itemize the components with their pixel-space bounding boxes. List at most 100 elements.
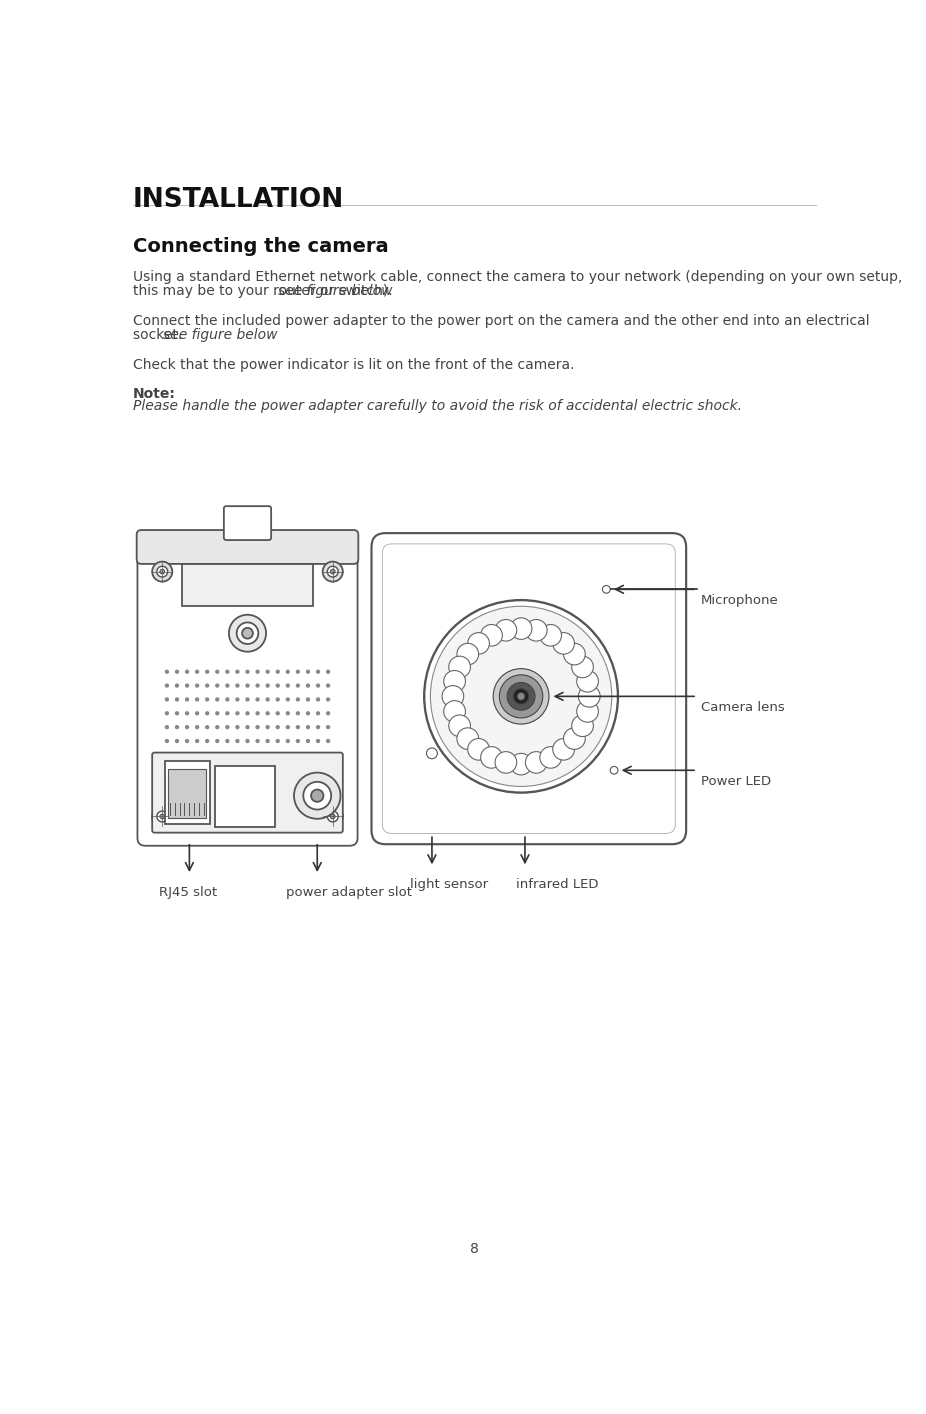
Text: Microphone: Microphone	[701, 594, 779, 607]
Circle shape	[195, 752, 199, 756]
Circle shape	[175, 725, 179, 730]
Circle shape	[215, 683, 219, 687]
Circle shape	[564, 643, 585, 665]
Circle shape	[510, 754, 532, 775]
Text: Camera lens: Camera lens	[701, 701, 784, 714]
Circle shape	[525, 619, 547, 641]
Circle shape	[326, 781, 331, 785]
Text: Connect the included power adapter to the power port on the camera and the other: Connect the included power adapter to th…	[132, 314, 870, 328]
Circle shape	[295, 670, 300, 674]
Circle shape	[195, 683, 199, 687]
Circle shape	[215, 725, 219, 730]
Circle shape	[579, 686, 600, 707]
Circle shape	[449, 715, 470, 737]
Circle shape	[266, 740, 269, 744]
Circle shape	[468, 738, 490, 761]
Circle shape	[571, 656, 594, 677]
Circle shape	[256, 740, 260, 744]
Circle shape	[266, 683, 269, 687]
Circle shape	[215, 740, 219, 744]
Circle shape	[185, 711, 189, 715]
Circle shape	[235, 697, 240, 701]
Circle shape	[316, 725, 320, 730]
FancyBboxPatch shape	[371, 533, 686, 844]
Circle shape	[205, 766, 209, 771]
Circle shape	[195, 740, 199, 744]
Circle shape	[242, 628, 253, 639]
Circle shape	[245, 697, 250, 701]
Circle shape	[195, 781, 199, 785]
Circle shape	[165, 697, 169, 701]
Circle shape	[175, 683, 179, 687]
Circle shape	[235, 752, 240, 756]
Circle shape	[327, 812, 338, 822]
Text: power adapter slot: power adapter slot	[286, 885, 412, 899]
Circle shape	[266, 725, 269, 730]
Circle shape	[306, 683, 310, 687]
Circle shape	[175, 766, 179, 771]
Circle shape	[205, 697, 209, 701]
Circle shape	[326, 740, 331, 744]
Circle shape	[285, 711, 290, 715]
Circle shape	[276, 697, 280, 701]
Circle shape	[276, 740, 280, 744]
Circle shape	[295, 766, 300, 771]
Circle shape	[316, 752, 320, 756]
Circle shape	[245, 725, 250, 730]
Circle shape	[499, 674, 543, 718]
Circle shape	[225, 752, 230, 756]
Circle shape	[225, 683, 230, 687]
Circle shape	[276, 752, 280, 756]
Circle shape	[185, 683, 189, 687]
Circle shape	[205, 781, 209, 785]
Circle shape	[256, 683, 260, 687]
Text: Connecting the camera: Connecting the camera	[132, 238, 388, 256]
Circle shape	[175, 740, 179, 744]
Circle shape	[185, 781, 189, 785]
Circle shape	[444, 701, 466, 723]
Circle shape	[245, 752, 250, 756]
Circle shape	[165, 781, 169, 785]
Circle shape	[285, 697, 290, 701]
Circle shape	[285, 781, 290, 785]
Circle shape	[610, 766, 618, 773]
Circle shape	[295, 752, 300, 756]
Circle shape	[518, 693, 525, 700]
Circle shape	[175, 752, 179, 756]
Circle shape	[175, 697, 179, 701]
Circle shape	[322, 806, 343, 827]
Circle shape	[326, 711, 331, 715]
Circle shape	[285, 766, 290, 771]
Circle shape	[481, 747, 502, 768]
Circle shape	[331, 570, 335, 574]
Circle shape	[285, 683, 290, 687]
Circle shape	[205, 683, 209, 687]
Circle shape	[235, 781, 240, 785]
Circle shape	[266, 752, 269, 756]
Circle shape	[156, 812, 168, 822]
Circle shape	[577, 670, 598, 691]
Circle shape	[175, 781, 179, 785]
Text: Please handle the power adapter carefully to avoid the risk of accidental electr: Please handle the power adapter carefull…	[132, 399, 742, 413]
Circle shape	[156, 566, 168, 577]
Circle shape	[306, 670, 310, 674]
Circle shape	[195, 670, 199, 674]
Circle shape	[266, 670, 269, 674]
Circle shape	[316, 683, 320, 687]
Circle shape	[540, 625, 561, 646]
Circle shape	[326, 683, 331, 687]
Circle shape	[266, 711, 269, 715]
Circle shape	[306, 697, 310, 701]
Circle shape	[481, 625, 502, 646]
FancyBboxPatch shape	[137, 533, 357, 846]
Circle shape	[285, 752, 290, 756]
Circle shape	[494, 669, 549, 724]
Circle shape	[327, 566, 338, 577]
Circle shape	[444, 670, 466, 691]
Circle shape	[215, 781, 219, 785]
Circle shape	[237, 622, 258, 643]
Circle shape	[276, 766, 280, 771]
Circle shape	[205, 725, 209, 730]
Circle shape	[424, 600, 618, 793]
Circle shape	[276, 711, 280, 715]
